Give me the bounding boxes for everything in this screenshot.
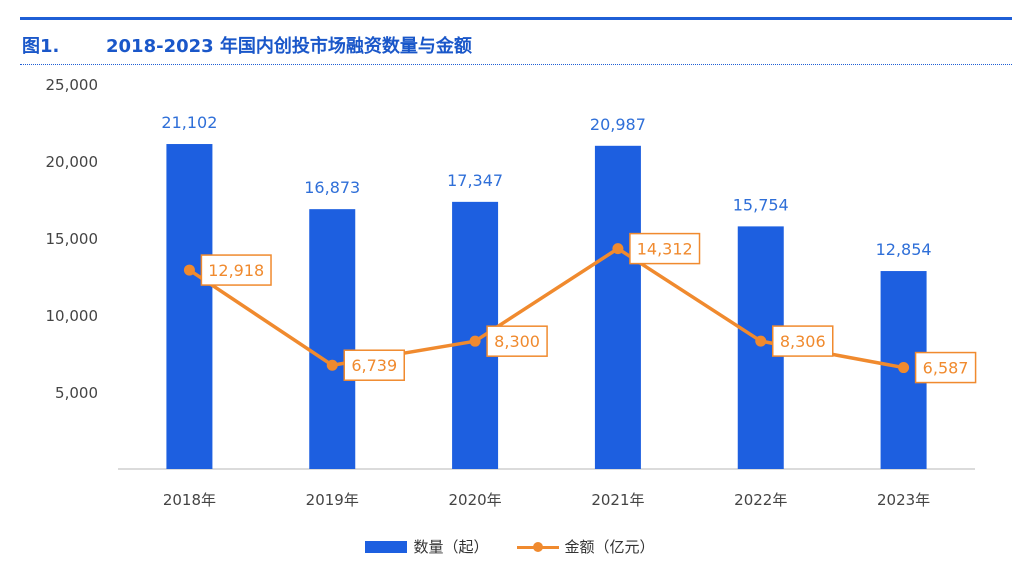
y-tick-label: 15,000 bbox=[46, 230, 99, 248]
x-tick-label: 2022年 bbox=[734, 491, 787, 509]
line-value-label: 6,587 bbox=[923, 359, 969, 378]
line-value-label-box bbox=[772, 325, 834, 357]
line-point bbox=[612, 243, 624, 255]
line-value-label-box bbox=[200, 254, 272, 286]
x-tick-label: 2020年 bbox=[448, 491, 501, 509]
bar-value-label: 16,873 bbox=[304, 178, 360, 197]
line-point bbox=[755, 335, 767, 347]
legend-item-amount[interactable]: 金额（亿元） bbox=[516, 536, 655, 557]
bar-value-label: 15,754 bbox=[733, 195, 789, 214]
line-value-label-box bbox=[343, 349, 405, 381]
legend-item-count[interactable]: 数量（起） bbox=[365, 536, 489, 557]
title-divider bbox=[20, 64, 1012, 65]
line-value-label: 12,918 bbox=[208, 261, 264, 280]
figure-number: 图1. bbox=[22, 36, 60, 57]
y-tick-label: 25,000 bbox=[46, 76, 99, 94]
line-value-label: 8,300 bbox=[494, 332, 540, 351]
figure-header: 图1. 2018-2023 年国内创投市场融资数量与金额 bbox=[22, 30, 472, 60]
bar-value-label: 17,347 bbox=[447, 171, 503, 190]
x-tick-label: 2023年 bbox=[877, 491, 930, 509]
line-point bbox=[183, 264, 195, 276]
bar bbox=[594, 145, 641, 469]
x-tick-label: 2018年 bbox=[163, 491, 216, 509]
line-value-label: 14,312 bbox=[637, 240, 693, 259]
x-tick-label: 2019年 bbox=[306, 491, 359, 509]
bar-value-label: 12,854 bbox=[876, 240, 932, 259]
x-tick-label: 2021年 bbox=[591, 491, 644, 509]
bar-value-label: 20,987 bbox=[590, 115, 646, 134]
line-value-label: 6,739 bbox=[351, 356, 397, 375]
bar-value-label: 21,102 bbox=[161, 113, 217, 132]
line-value-label-box bbox=[486, 325, 548, 357]
legend-swatch-bar bbox=[365, 540, 408, 553]
chart-legend: 数量（起） 金额（亿元） bbox=[0, 536, 1020, 557]
chart-title: 2018-2023 年国内创投市场融资数量与金额 bbox=[106, 36, 472, 57]
line-value-label-box bbox=[629, 232, 701, 265]
y-tick-label: 5,000 bbox=[55, 384, 98, 402]
line-point bbox=[326, 359, 338, 371]
legend-swatch-line bbox=[516, 541, 559, 553]
bar bbox=[309, 209, 356, 469]
legend-label-amount: 金额（亿元） bbox=[564, 538, 655, 556]
y-tick-label: 10,000 bbox=[46, 307, 99, 325]
line-point bbox=[469, 335, 481, 347]
legend-label-count: 数量（起） bbox=[413, 538, 489, 556]
line-value-label: 8,306 bbox=[780, 332, 826, 351]
y-tick-label: 20,000 bbox=[46, 153, 99, 171]
line-value-label-box bbox=[914, 351, 977, 384]
chart-canvas: 25,000 20,000 15,000 10,000 5,000 21,102 16,87… bbox=[46, 76, 977, 509]
line-point bbox=[898, 362, 910, 374]
bar bbox=[166, 144, 213, 469]
top-accent-rule bbox=[20, 17, 1012, 20]
